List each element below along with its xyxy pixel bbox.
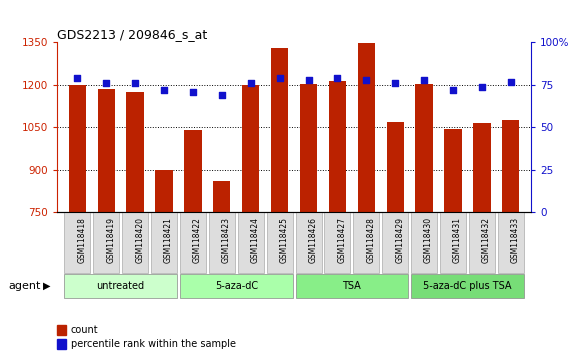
Bar (184, 130, 202, 212)
Bar (242, 85, 259, 212)
Bar (416, 84, 433, 212)
Bar (473, 123, 490, 212)
Bar (57, 339, 66, 349)
Bar (126, 92, 144, 212)
Text: TSA: TSA (343, 281, 361, 291)
Point (73, 75, 82, 81)
Text: GSM118425: GSM118425 (280, 217, 288, 263)
Bar (387, 122, 404, 212)
Point (333, 75, 342, 81)
Text: count: count (71, 325, 98, 335)
Text: 5-aza-dC plus TSA: 5-aza-dC plus TSA (423, 281, 512, 291)
Text: GSM118431: GSM118431 (453, 217, 462, 263)
Bar (69, 85, 86, 212)
Point (131, 80, 140, 86)
FancyBboxPatch shape (122, 212, 148, 273)
FancyBboxPatch shape (498, 212, 524, 273)
Text: GSM118426: GSM118426 (308, 217, 317, 263)
Point (246, 80, 255, 86)
Text: ▶: ▶ (43, 281, 50, 291)
Bar (155, 170, 172, 212)
FancyBboxPatch shape (353, 212, 379, 273)
Bar (357, 43, 375, 212)
Point (159, 87, 168, 93)
FancyBboxPatch shape (65, 274, 177, 298)
Text: GSM118427: GSM118427 (337, 217, 347, 263)
Point (362, 77, 371, 83)
Text: GSM118423: GSM118423 (222, 217, 231, 263)
FancyBboxPatch shape (209, 212, 235, 273)
Text: agent: agent (9, 281, 41, 291)
Text: GSM118432: GSM118432 (482, 217, 491, 263)
Point (102, 80, 111, 86)
FancyBboxPatch shape (411, 274, 524, 298)
FancyBboxPatch shape (440, 212, 466, 273)
Text: percentile rank within the sample: percentile rank within the sample (71, 339, 236, 349)
FancyBboxPatch shape (180, 212, 206, 273)
Text: GSM118419: GSM118419 (106, 217, 115, 263)
FancyBboxPatch shape (324, 212, 351, 273)
FancyBboxPatch shape (382, 212, 408, 273)
Bar (98, 89, 115, 212)
Point (188, 89, 198, 95)
Point (506, 79, 516, 84)
FancyBboxPatch shape (469, 212, 495, 273)
Bar (300, 84, 317, 212)
FancyBboxPatch shape (65, 212, 90, 273)
Text: GSM118418: GSM118418 (77, 217, 86, 263)
Text: untreated: untreated (96, 281, 144, 291)
Bar (57, 325, 66, 335)
Point (477, 84, 486, 90)
Point (217, 92, 226, 98)
Bar (502, 120, 520, 212)
Text: GSM118428: GSM118428 (367, 217, 375, 263)
FancyBboxPatch shape (411, 212, 437, 273)
Bar (213, 181, 231, 212)
Text: GSM118420: GSM118420 (135, 217, 144, 263)
Bar (329, 81, 346, 212)
FancyBboxPatch shape (267, 212, 292, 273)
Bar (271, 48, 288, 212)
Point (304, 77, 313, 83)
FancyBboxPatch shape (296, 212, 321, 273)
FancyBboxPatch shape (151, 212, 177, 273)
Text: 5-aza-dC: 5-aza-dC (215, 281, 258, 291)
Text: GSM118430: GSM118430 (424, 217, 433, 263)
FancyBboxPatch shape (93, 212, 119, 273)
FancyBboxPatch shape (238, 212, 264, 273)
FancyBboxPatch shape (296, 274, 408, 298)
Bar (444, 129, 462, 212)
Point (420, 77, 429, 83)
Point (391, 80, 400, 86)
Text: GSM118424: GSM118424 (251, 217, 260, 263)
Text: GSM118429: GSM118429 (395, 217, 404, 263)
Text: GSM118422: GSM118422 (193, 217, 202, 263)
Text: GSM118433: GSM118433 (511, 217, 520, 263)
FancyBboxPatch shape (180, 274, 292, 298)
Point (448, 87, 457, 93)
Text: GSM118421: GSM118421 (164, 217, 173, 263)
Text: GDS2213 / 209846_s_at: GDS2213 / 209846_s_at (57, 28, 207, 41)
Point (275, 75, 284, 81)
